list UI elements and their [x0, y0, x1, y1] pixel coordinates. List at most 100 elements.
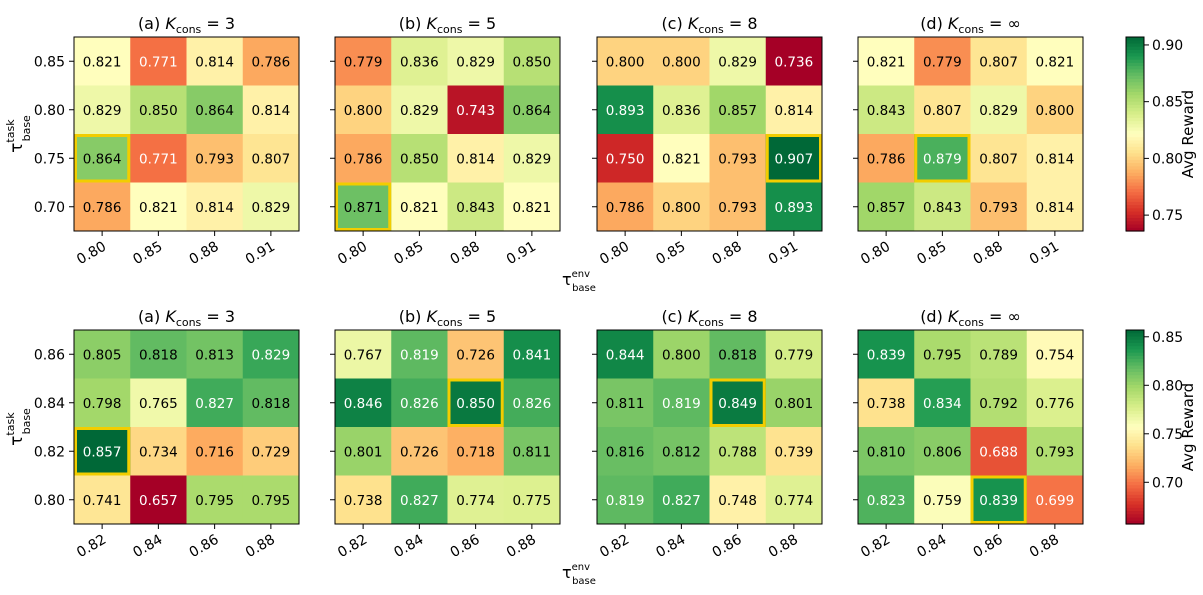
- cell-value-label: 0.857: [83, 444, 122, 460]
- heatmap-cell: [186, 378, 244, 428]
- heatmap-cell: [335, 37, 392, 86]
- cell-value-label: 0.893: [775, 200, 814, 216]
- cell-value-label: 0.806: [923, 444, 962, 460]
- cell-value-label: 0.843: [867, 103, 906, 119]
- cell-value-label: 0.795: [923, 347, 962, 363]
- heatmap-cell: [709, 37, 767, 86]
- cell-value-label: 0.798: [83, 396, 122, 412]
- heatmap-cell: [186, 475, 244, 525]
- heatmap-cell: [391, 85, 448, 135]
- heatmap-cell: [653, 427, 710, 476]
- y-tick-label: 0.70: [34, 200, 65, 216]
- cell-value-label: 0.821: [83, 54, 122, 70]
- panel-title-prefix: (a): [138, 307, 165, 326]
- heatmap-cell: [447, 475, 505, 525]
- colorbar-segment: [1126, 511, 1144, 515]
- x-tick-label: 0.84: [391, 532, 426, 561]
- x-tick-label: 0.84: [914, 532, 949, 561]
- heatmap-cell: [858, 330, 915, 379]
- cell-value-label: 0.814: [252, 103, 291, 119]
- panel-title-suffix: = 3: [201, 307, 235, 326]
- panel-title-sub: cons: [698, 316, 724, 329]
- panel-frame: [857, 36, 1084, 232]
- cell-value-label: 0.795: [252, 493, 291, 509]
- x-tick-label: 0.88: [710, 239, 745, 268]
- colorbar-segment: [1126, 420, 1144, 425]
- colorbar-segment: [1126, 375, 1144, 380]
- heatmap-cell: [709, 85, 767, 135]
- colorbar-tick-label: 0.85: [1152, 95, 1183, 111]
- colorbar-segment: [1126, 439, 1144, 444]
- colorbar-segment: [1126, 159, 1144, 164]
- heatmap-cell: [130, 427, 187, 476]
- cell-value-label: 0.879: [923, 151, 962, 167]
- cell-value-label: 0.754: [1036, 347, 1075, 363]
- x-tick-label: 0.80: [74, 239, 109, 268]
- cell-value-label: 0.811: [606, 396, 645, 412]
- heatmap-cell: [970, 475, 1028, 525]
- colorbar-segment: [1126, 137, 1144, 142]
- heatmap-cell: [970, 427, 1028, 476]
- heatmap-cell: [503, 37, 561, 86]
- heatmap-cell: [858, 378, 915, 428]
- panel-title-k: K: [948, 14, 960, 33]
- colorbar-segment: [1126, 384, 1144, 389]
- heatmap-cell: [970, 182, 1028, 232]
- cell-value-label: 0.800: [344, 103, 383, 119]
- x-tick-label: 0.91: [766, 239, 801, 268]
- heatmap-cell: [335, 378, 392, 428]
- colorbar-segment: [1126, 427, 1144, 431]
- colorbar-segment: [1126, 40, 1144, 45]
- cell-value-label: 0.789: [979, 347, 1018, 363]
- cell-value-label: 0.793: [195, 151, 234, 167]
- heatmap-cell: [391, 427, 448, 476]
- cell-value-label: 0.774: [456, 493, 495, 509]
- panel-title-k: K: [688, 307, 700, 326]
- x-tick-label: 0.88: [187, 239, 222, 268]
- cell-value-label: 0.843: [923, 200, 962, 216]
- cell-value-label: 0.793: [979, 200, 1018, 216]
- heatmap-cell: [74, 37, 131, 86]
- heatmap-cell: [653, 182, 710, 232]
- colorbar-segment: [1126, 469, 1144, 473]
- cell-value-label: 0.814: [456, 151, 495, 167]
- cell-value-label: 0.729: [252, 444, 291, 460]
- colorbar-segment: [1126, 330, 1144, 334]
- cell-value-label: 0.816: [606, 444, 645, 460]
- cell-value-label: 0.821: [662, 151, 701, 167]
- heatmap-cell: [709, 134, 767, 183]
- x-tick-label: 0.84: [653, 532, 688, 561]
- cell-value-label: 0.795: [195, 493, 234, 509]
- heatmap-cell: [858, 134, 915, 183]
- colorbar-segment: [1126, 169, 1144, 174]
- heatmap-cell: [765, 330, 823, 379]
- x-tick-label: 0.86: [710, 532, 745, 561]
- heatmap-cell: [242, 134, 300, 183]
- cell-value-label: 0.801: [775, 396, 814, 412]
- panel-title: (a) Kcons = 3: [138, 307, 235, 329]
- colorbar-tick-label: 0.75: [1152, 427, 1183, 443]
- cell-value-label: 0.839: [867, 347, 906, 363]
- colorbar-segment: [1126, 166, 1144, 171]
- panel-title-suffix: = 3: [201, 14, 235, 33]
- cell-value-label: 0.849: [718, 396, 757, 412]
- colorbar-segment: [1126, 494, 1144, 499]
- cell-value-label: 0.846: [344, 396, 383, 412]
- cell-value-label: 0.699: [1036, 493, 1075, 509]
- heatmap-cell: [597, 475, 654, 525]
- panel-title-suffix: = ∞: [984, 14, 1021, 33]
- heatmap-cell: [765, 134, 823, 183]
- panel-title-suffix: = ∞: [984, 307, 1021, 326]
- heatmap-cell: [242, 85, 300, 135]
- panel-title-suffix: = 8: [724, 307, 758, 326]
- heatmap-cell: [970, 37, 1028, 86]
- colorbar-segment: [1126, 163, 1144, 167]
- y-tick-label: 0.86: [34, 347, 65, 363]
- best-cell-highlight: [914, 134, 971, 183]
- heatmap-cell: [653, 330, 710, 379]
- heatmap-cell: [914, 427, 971, 476]
- colorbar-segment: [1126, 475, 1144, 480]
- colorbar-segment: [1126, 391, 1144, 396]
- colorbar-segment: [1126, 407, 1144, 412]
- panel-title: (c) Kcons = 8: [661, 14, 757, 36]
